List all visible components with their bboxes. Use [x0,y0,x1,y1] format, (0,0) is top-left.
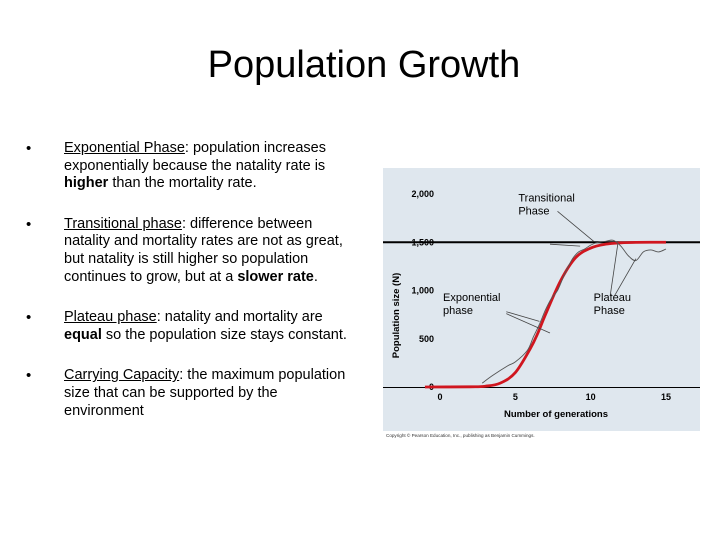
bullet-dot: • [26,215,32,233]
slide-title: Population Growth [207,44,521,86]
y-axis-label: Population size (N) [391,273,402,359]
bullet-dot: • [26,367,32,385]
bullet-text-exponential: Exponential Phase: population increases … [64,140,326,192]
chart-annotation: Phase [518,206,549,218]
bullet-text-carrying-capacity: Carrying Capacity: the maximum populatio… [64,367,346,419]
bullet-dot: • [26,140,32,157]
y-tick-label: 500 [419,334,434,344]
x-tick-label: 5 [513,392,518,402]
chart-annotation: Phase [594,305,625,317]
x-tick-label: 15 [661,392,671,402]
bullet-term: Transitional phase [64,215,182,232]
bullet-item-exponential: • Exponential Phase: population increase… [26,140,356,193]
chart-annotation: Transitional [518,193,574,205]
bullet-term: Carrying Capacity [64,367,180,384]
plateau-leader-line [614,258,637,296]
bullet-term: Exponential Phase [64,140,185,156]
y-tick-label: 2,000 [411,189,434,199]
x-axis-label: Number of generations [504,409,608,420]
bullet-emphasis: equal [64,326,102,343]
plateau-leader-line [609,244,619,296]
x-tick-label: 0 [437,392,442,402]
transitional-leader-line [557,211,594,242]
bullet-text-transitional: Transitional phase: difference between n… [64,215,343,285]
transitional-leader-line [549,243,581,247]
bullet-term: Plateau phase [64,309,157,326]
bullet-list: • Exponential Phase: population increase… [26,140,356,443]
bullet-emphasis: higher [64,175,109,192]
bullet-text-plateau: Plateau phase: natality and mortality ar… [64,309,347,343]
bullet-item-carrying-capacity: • Carrying Capacity: the maximum populat… [26,367,356,420]
logistic-curve [424,240,667,389]
x-tick-label: 10 [586,392,596,402]
copyright-notice: Copyright © Pearson Education, Inc., pub… [386,433,535,438]
bullet-dot: • [26,309,32,327]
exponential-leader-line [506,313,551,334]
bullet-emphasis: slower rate [237,268,314,285]
bullet-item-plateau: • Plateau phase: natality and mortality … [26,309,356,344]
chart-annotation: Plateau [594,292,631,304]
observed-population-line [481,239,667,384]
chart-annotation: phase [443,305,473,317]
chart-annotation: Exponential [443,292,501,304]
population-growth-chart: 0 500 1,000 1,500 2,000 0 5 10 15 Number of gener… [383,168,700,431]
exponential-leader-line [506,311,540,322]
y-tick-label: 1,000 [411,286,434,296]
bullet-item-transitional: • Transitional phase: difference between… [26,216,356,286]
